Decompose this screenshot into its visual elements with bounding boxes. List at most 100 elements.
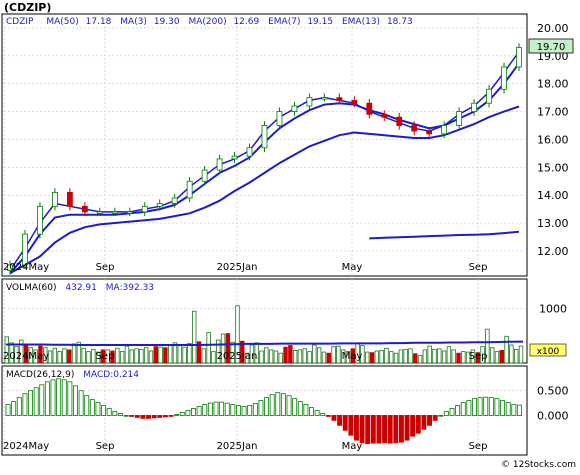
macd-bar: [393, 415, 399, 444]
macd-bar: [117, 413, 123, 416]
x-tick-label: May: [342, 262, 363, 273]
macd-bar: [387, 415, 393, 444]
macd-series: [5, 378, 522, 445]
volume-bar: [384, 347, 389, 364]
volume-bar: [326, 352, 331, 364]
macd-bar: [39, 384, 45, 416]
volume-bar: [254, 342, 259, 364]
macd-bar: [365, 415, 371, 445]
x-tick-label: Sep: [96, 262, 115, 273]
volume-bar: [143, 347, 149, 364]
volume-bar: [422, 349, 428, 364]
macd-bar: [415, 415, 421, 434]
volume-bar: [201, 348, 207, 364]
volume-bar: [278, 352, 283, 364]
volume-bar: [153, 346, 158, 364]
volume-bar: [393, 352, 399, 364]
volume-bar: [230, 341, 235, 364]
price-series: [7, 43, 522, 275]
macd-bar: [84, 395, 90, 416]
ma200-value: 12.69: [233, 17, 259, 27]
y-tick-label: 18.00: [537, 78, 569, 91]
macd-bar: [404, 415, 410, 441]
macd-bar: [185, 410, 191, 416]
volume-bar: [43, 347, 48, 364]
x-tick-label: 2024May: [3, 441, 49, 452]
ema13-name: EMA(13): [342, 17, 380, 27]
macd-bar: [320, 413, 326, 416]
macd-bar: [5, 404, 11, 416]
macd-bar: [179, 412, 185, 416]
volume-bar: [225, 333, 231, 364]
volume-bar: [172, 342, 178, 364]
volume-bar: [182, 346, 187, 364]
macd-bar: [376, 415, 382, 444]
volume-bar: [33, 349, 38, 364]
volume-bar: [302, 348, 307, 364]
y-tick-label: 0.500: [537, 385, 569, 398]
macd-bar: [129, 415, 135, 417]
volume-label: VOLMA(60): [6, 283, 57, 293]
volume-bar: [86, 351, 91, 364]
candle-body: [231, 155, 238, 160]
macd-bar: [472, 398, 477, 416]
macd-bar: [280, 393, 286, 416]
candle-body: [351, 100, 358, 104]
volume-bar: [71, 343, 77, 364]
candle-body: [441, 125, 448, 135]
volume-bar: [196, 341, 202, 364]
volume-value: 432.91: [65, 283, 97, 293]
volume-bar: [177, 344, 183, 364]
volume-bar: [235, 305, 240, 364]
candle-body: [96, 211, 103, 214]
x-tick-label: May: [342, 351, 363, 362]
volume-bar: [360, 345, 365, 364]
volume-bar: [167, 345, 173, 364]
y-tick-label: 1000: [539, 302, 567, 315]
macd-bar: [398, 415, 404, 443]
macd-bar: [348, 415, 354, 436]
volume-legend: VOLMA(60) 432.91 MA:392.33: [6, 283, 154, 293]
macd-bar: [106, 408, 112, 416]
macd-bar: [252, 403, 258, 416]
volume-bar: [216, 339, 221, 364]
volume-bar: [369, 352, 375, 364]
x-tick-label: Sep: [96, 351, 115, 362]
volume-ma-line: [6, 340, 524, 346]
volume-bar: [19, 339, 24, 364]
volume-bar: [312, 344, 317, 364]
y-tick-label: 0.000: [537, 409, 569, 422]
x-tick-label: 2025Jan: [217, 351, 258, 362]
candle-body: [66, 191, 73, 207]
volume-bar: [403, 348, 408, 364]
volume-bar: [95, 351, 101, 364]
macd-bar: [359, 415, 365, 444]
macd-bar: [89, 399, 95, 416]
macd-bar: [297, 401, 303, 416]
volume-bar: [470, 349, 476, 364]
volume-bar: [297, 349, 303, 364]
candle-body: [141, 205, 148, 213]
volume-bar: [28, 347, 34, 364]
macd-bar: [207, 402, 213, 416]
macd-bar: [151, 415, 157, 419]
candle-body: [321, 97, 328, 100]
volume-bar: [374, 350, 380, 364]
macd-bar: [140, 415, 146, 419]
macd-bar: [134, 415, 140, 418]
macd-bar: [275, 392, 281, 416]
macd-bar: [174, 414, 180, 416]
macd-bar: [67, 381, 73, 416]
volume-bar: [350, 348, 356, 364]
macd-bar: [16, 397, 22, 416]
macd-bar: [50, 379, 56, 416]
macd-bar: [264, 397, 270, 416]
macd-bar: [331, 415, 337, 421]
volume-bar: [129, 349, 134, 364]
volume-bar: [389, 351, 394, 364]
macd-bar: [101, 405, 107, 416]
volume-bar: [509, 344, 514, 364]
volume-bar: [283, 346, 288, 364]
ma50-name: MA(50): [46, 17, 78, 27]
candle-body: [516, 47, 522, 68]
